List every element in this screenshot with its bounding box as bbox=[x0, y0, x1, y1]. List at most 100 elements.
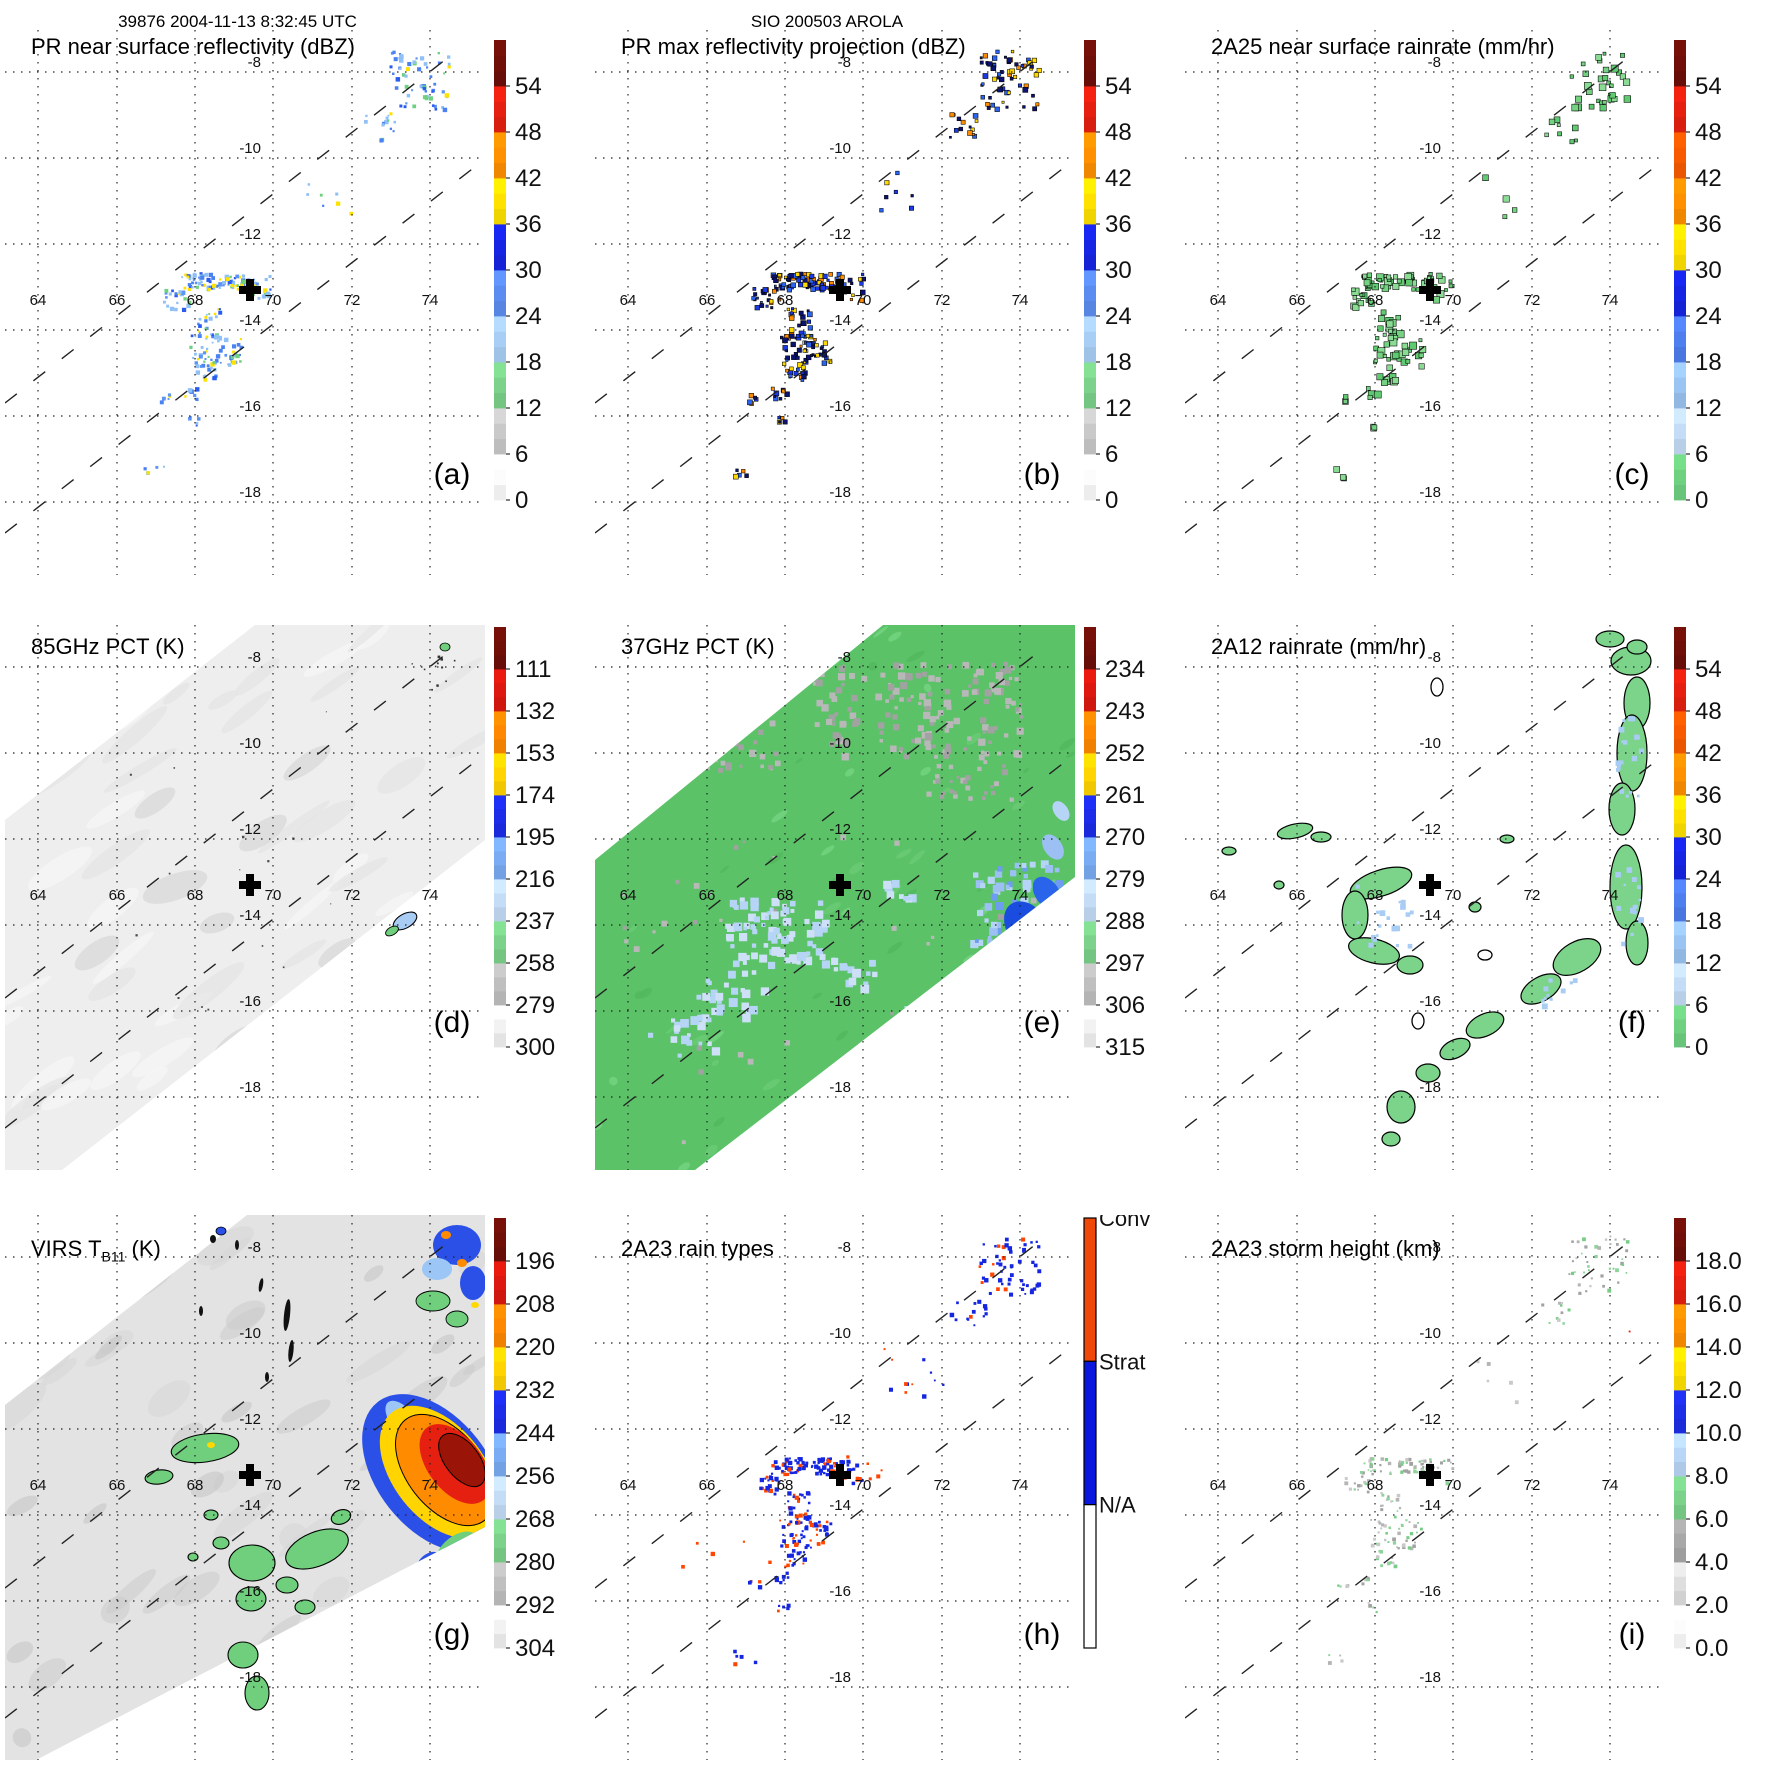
panel-letter: (b) bbox=[1023, 458, 1061, 491]
panel-g: VIRS TB11 (K) 64 66 68 70 72 74 -8 -10 -12 -14 -16… bbox=[0, 1180, 590, 1771]
svg-text:-10: -10 bbox=[829, 140, 851, 157]
svg-text:66: 66 bbox=[699, 1477, 716, 1494]
svg-text:306: 306 bbox=[1105, 992, 1145, 1019]
panel-i: 2A23 storm height (km) 64 66 68 70 72 74 -8 -10… bbox=[1180, 1180, 1771, 1771]
svg-text:72: 72 bbox=[344, 887, 361, 904]
svg-text:153: 153 bbox=[515, 740, 555, 767]
svg-text:0: 0 bbox=[1695, 487, 1708, 514]
svg-text:-8: -8 bbox=[248, 1239, 261, 1256]
svg-text:280: 280 bbox=[515, 1549, 555, 1576]
svg-text:-12: -12 bbox=[1419, 1411, 1441, 1428]
svg-text:-12: -12 bbox=[239, 821, 261, 838]
title-text: 85GHz PCT (K) bbox=[31, 634, 185, 659]
svg-text:-16: -16 bbox=[239, 398, 261, 415]
svg-text:74: 74 bbox=[1012, 1477, 1029, 1494]
colorbar: 196 208 220 232 244 256 268 280 292 304 bbox=[494, 1218, 555, 1662]
map-canvas: 64 66 68 70 72 74 -8 -10 -12 -14 -16 -18 bbox=[5, 1215, 485, 1760]
svg-text:66: 66 bbox=[699, 292, 716, 309]
svg-text:-18: -18 bbox=[239, 1669, 261, 1686]
svg-text:36: 36 bbox=[1105, 211, 1132, 238]
colorbar: 54 48 42 36 30 24 18 12 6 0 bbox=[1674, 40, 1722, 514]
svg-text:64: 64 bbox=[620, 1477, 637, 1494]
svg-text:66: 66 bbox=[699, 887, 716, 904]
svg-text:-16: -16 bbox=[1419, 993, 1441, 1010]
svg-text:18: 18 bbox=[515, 349, 542, 376]
svg-text:-16: -16 bbox=[829, 1583, 851, 1600]
svg-text:68: 68 bbox=[777, 292, 794, 309]
svg-text:54: 54 bbox=[1695, 656, 1722, 683]
panel-title: 85GHz PCT (K) bbox=[31, 634, 185, 662]
svg-text:54: 54 bbox=[1695, 73, 1722, 100]
svg-text:12: 12 bbox=[515, 395, 542, 422]
svg-text:48: 48 bbox=[1695, 698, 1722, 725]
svg-text:54: 54 bbox=[515, 73, 542, 100]
svg-text:244: 244 bbox=[515, 1420, 555, 1447]
svg-text:70: 70 bbox=[265, 1477, 282, 1494]
svg-text:256: 256 bbox=[515, 1463, 555, 1490]
panel-h: 2A23 rain types 64 66 68 70 72 74 -8 -10 -12 -14 -… bbox=[590, 1180, 1180, 1771]
panel-d: 85GHz PCT (K) 64 66 68 70 72 74 -8 -10 -12 -14 -16… bbox=[0, 590, 590, 1180]
svg-text:72: 72 bbox=[344, 1477, 361, 1494]
svg-text:258: 258 bbox=[515, 950, 555, 977]
panel-title: 37GHz PCT (K) bbox=[621, 634, 775, 662]
svg-text:72: 72 bbox=[1524, 887, 1541, 904]
panel-letter: (d) bbox=[433, 1006, 471, 1039]
svg-text:48: 48 bbox=[1105, 119, 1132, 146]
map-canvas: 64 66 68 70 72 74 -8 -10 -12 -14 -16 -18 bbox=[1185, 1215, 1665, 1760]
svg-text:64: 64 bbox=[1210, 887, 1227, 904]
svg-text:-8: -8 bbox=[838, 649, 851, 666]
svg-text:-14: -14 bbox=[829, 312, 851, 329]
svg-text:66: 66 bbox=[1289, 1477, 1306, 1494]
svg-text:-12: -12 bbox=[829, 1411, 851, 1428]
svg-text:6: 6 bbox=[1695, 992, 1708, 1019]
svg-text:174: 174 bbox=[515, 782, 555, 809]
svg-text:74: 74 bbox=[422, 292, 439, 309]
panel-b: PR max reflectivity projection (dBZ) 64 6… bbox=[590, 0, 1180, 590]
svg-text:74: 74 bbox=[1012, 292, 1029, 309]
svg-text:234: 234 bbox=[1105, 656, 1145, 683]
svg-text:-8: -8 bbox=[838, 54, 851, 71]
svg-text:18: 18 bbox=[1695, 908, 1722, 935]
svg-text:-12: -12 bbox=[1419, 226, 1441, 243]
svg-text:-10: -10 bbox=[1419, 735, 1441, 752]
panel-letter: (f) bbox=[1617, 1006, 1647, 1039]
map-canvas: 64 66 68 70 72 74 -8 -10 -12 -14 -16 -18 bbox=[595, 625, 1075, 1170]
svg-text:-10: -10 bbox=[1419, 140, 1441, 157]
map-canvas: 64 66 68 70 72 74 -8 -10 -12 -14 -16 -18 bbox=[5, 625, 485, 1170]
svg-text:72: 72 bbox=[344, 292, 361, 309]
svg-text:196: 196 bbox=[515, 1248, 555, 1275]
panel-f: 2A12 rainrate (mm/hr) 64 66 68 70 72 74 -8 -10 -… bbox=[1180, 590, 1771, 1180]
title-text: PR near surface reflectivity (dBZ) bbox=[31, 34, 355, 59]
svg-text:195: 195 bbox=[515, 824, 555, 851]
title-subscript: B11 bbox=[101, 1248, 126, 1265]
svg-text:304: 304 bbox=[515, 1635, 555, 1662]
svg-text:66: 66 bbox=[1289, 292, 1306, 309]
svg-text:64: 64 bbox=[30, 1477, 47, 1494]
svg-text:48: 48 bbox=[1695, 119, 1722, 146]
svg-text:74: 74 bbox=[1012, 887, 1029, 904]
svg-text:74: 74 bbox=[422, 887, 439, 904]
svg-text:-14: -14 bbox=[239, 1497, 261, 1514]
svg-text:-8: -8 bbox=[248, 54, 261, 71]
title-text: PR max reflectivity projection (dBZ) bbox=[621, 34, 966, 59]
svg-text:6: 6 bbox=[1695, 441, 1708, 468]
svg-text:132: 132 bbox=[515, 698, 555, 725]
panel-c: 2A25 near surface rainrate (mm/hr) 64 66 6… bbox=[1180, 0, 1771, 590]
svg-text:216: 216 bbox=[515, 866, 555, 893]
svg-text:292: 292 bbox=[515, 1592, 555, 1619]
svg-text:-18: -18 bbox=[829, 1079, 851, 1096]
svg-text:-16: -16 bbox=[239, 1583, 261, 1600]
svg-text:48: 48 bbox=[515, 119, 542, 146]
svg-text:64: 64 bbox=[1210, 1477, 1227, 1494]
svg-text:-14: -14 bbox=[239, 312, 261, 329]
svg-text:24: 24 bbox=[1695, 303, 1722, 330]
panel-letter: (a) bbox=[433, 458, 471, 491]
svg-text:6.0: 6.0 bbox=[1695, 1506, 1728, 1533]
title-text: 2A12 rainrate (mm/hr) bbox=[1211, 634, 1427, 659]
title-text: 2A23 rain types bbox=[621, 1236, 774, 1261]
svg-text:-12: -12 bbox=[829, 226, 851, 243]
title-suffix: (K) bbox=[125, 1236, 161, 1261]
svg-text:-10: -10 bbox=[829, 1325, 851, 1342]
panel-title: 2A25 near surface rainrate (mm/hr) bbox=[1211, 34, 1555, 62]
svg-text:279: 279 bbox=[515, 992, 555, 1019]
